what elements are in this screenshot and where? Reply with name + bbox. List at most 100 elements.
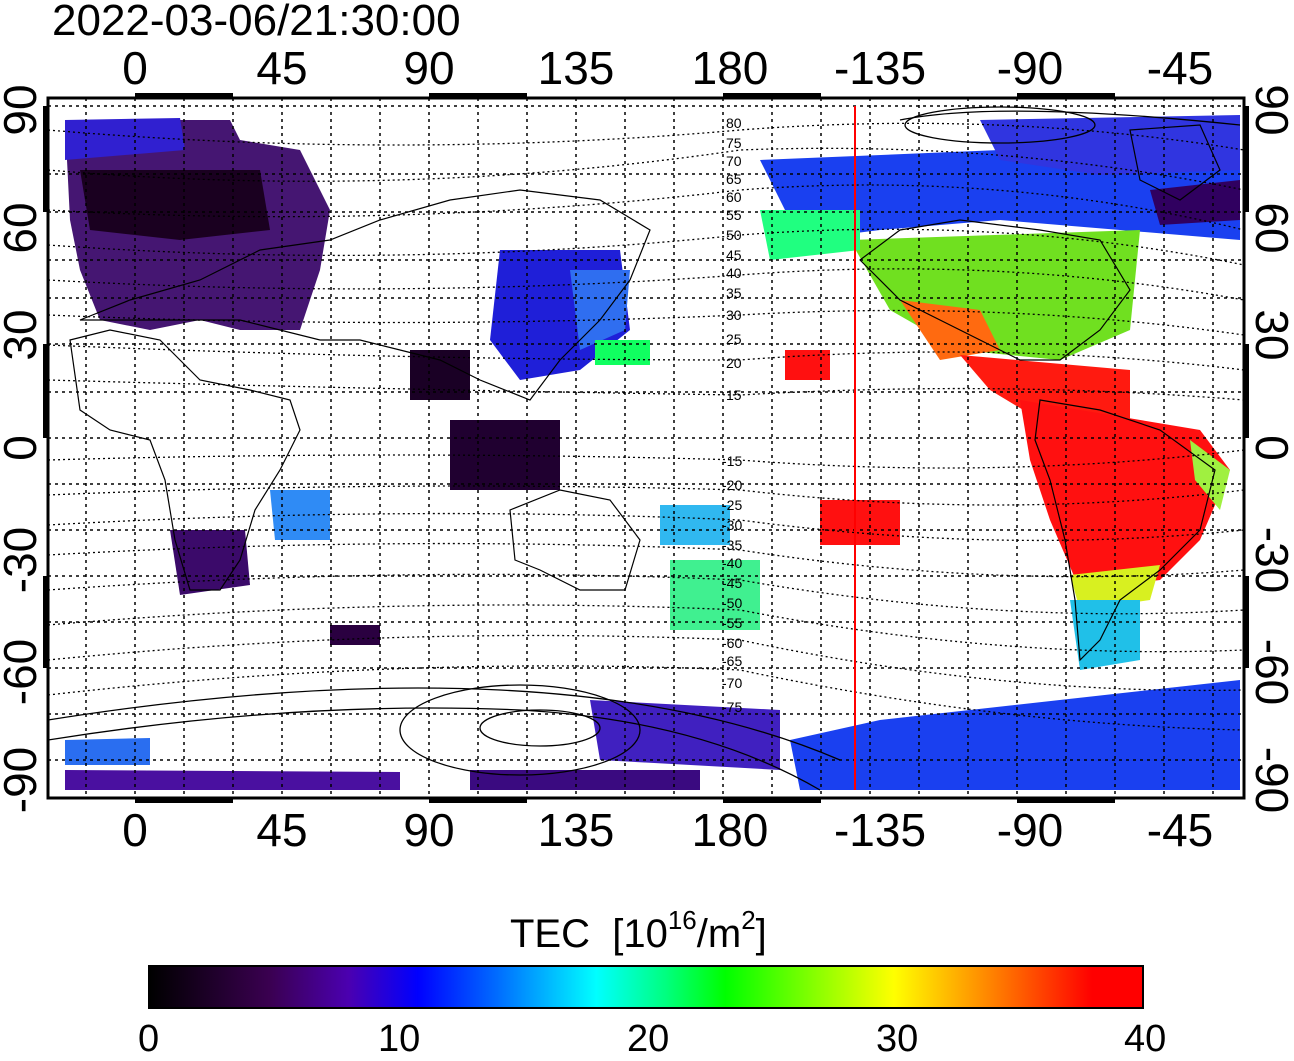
mag-lat-label: 25	[726, 331, 742, 347]
right-lat-label: 30	[1246, 309, 1294, 360]
tec-patch-africa-south	[170, 530, 250, 595]
colorbar-tick-label: 0	[138, 1018, 160, 1060]
left-lat-label: -30	[0, 527, 46, 593]
tec-patch-scandinavia-dark	[80, 170, 270, 240]
solid-contours	[48, 106, 1241, 791]
coast-africa	[69, 329, 301, 591]
right-lat-label: -30	[1246, 527, 1294, 593]
tec-patch-new-zealand	[670, 560, 760, 630]
colorbar-gradient	[148, 965, 1144, 1009]
mag-lat-label: -30	[722, 517, 742, 533]
bottom-lon-label: -90	[997, 804, 1063, 856]
left-lat-label: 60	[0, 202, 46, 253]
tec-patch-mexico-orange	[900, 300, 1000, 360]
coast-north-america	[859, 219, 1131, 361]
right-lat-label: 90	[1246, 84, 1294, 135]
mag-lat-label: -20	[722, 477, 742, 493]
bottom-lon-label: 180	[692, 804, 769, 856]
top-lon-label: 135	[538, 42, 615, 94]
coast-greenland	[1129, 124, 1221, 201]
left-lat-label: -60	[0, 639, 46, 705]
right-latitude-labels: 90 60 30 0 -30 -60 -90	[1246, 84, 1294, 813]
top-lon-label: -90	[997, 42, 1063, 94]
colorbar-unit-exponent: 16	[667, 905, 697, 935]
top-lon-label: -135	[834, 42, 926, 94]
tec-patch-greenland-dark	[1150, 180, 1240, 225]
right-lat-label: -60	[1246, 639, 1294, 705]
bottom-lon-label: -135	[834, 804, 926, 856]
mag-lat-label: -55	[722, 615, 742, 631]
tec-patch-hawaii	[785, 350, 830, 380]
coast-south-america	[1034, 399, 1216, 662]
left-lat-label: 90	[0, 84, 46, 135]
map-frame	[46, 96, 1246, 800]
tec-patch-se-asia-dark	[410, 350, 470, 400]
colorbar-unit-suffix: ]	[755, 912, 767, 956]
colorbar-tick-label: 40	[1124, 1018, 1167, 1060]
tec-patch-madagascar	[270, 490, 330, 540]
left-lat-label: 30	[0, 309, 46, 360]
mag-lat-label: 80	[726, 115, 742, 131]
magnetic-latitude-contours	[48, 122, 1244, 731]
mag-lat-label: 70	[726, 153, 742, 169]
top-lon-label: 45	[256, 42, 307, 94]
grid-lines	[48, 98, 1244, 798]
tec-patch-antarctic-west	[65, 738, 150, 765]
tec-patch-ne-asia-green	[595, 340, 650, 365]
timestamp-title: 2022-03-06/21:30:00	[52, 0, 461, 45]
bottom-lon-label: 90	[403, 804, 454, 856]
colorbar-tick-label: 10	[378, 1018, 421, 1060]
tec-data-layer	[65, 115, 1240, 790]
right-lat-label: 0	[1246, 435, 1294, 461]
colorbar-title-quantity: TEC	[510, 912, 590, 956]
bottom-lon-label: 0	[122, 804, 148, 856]
right-lat-label: -90	[1246, 747, 1294, 813]
tec-patch-south-america	[1020, 400, 1230, 590]
tec-patch-australia-east	[660, 505, 730, 545]
mag-lat-label: -40	[722, 555, 742, 571]
top-longitude-labels: 0 45 90 135 180 -135 -90 -45	[122, 42, 1213, 94]
tec-patch-brazil-edge	[1190, 440, 1230, 510]
mag-lat-label: 45	[726, 247, 742, 263]
coastlines	[69, 124, 1221, 662]
left-lat-label: 0	[0, 435, 46, 461]
mag-lat-label: -60	[722, 635, 742, 651]
colorbar-unit-exponent2: 2	[741, 905, 756, 935]
mag-lat-label: 40	[726, 265, 742, 281]
colorbar-unit-prefix: [10	[612, 912, 668, 956]
tec-world-map: 80 75 70 65 60 55 50 45 40 35 30 25 20 15 -15 -20 -25 -30…	[0, 42, 1294, 856]
mag-lat-label: 30	[726, 307, 742, 323]
mag-lat-label: -50	[722, 595, 742, 611]
frame-tick-bars	[43, 93, 1249, 803]
mag-lat-label: -45	[722, 575, 742, 591]
tec-patch-alaska-green	[760, 210, 860, 260]
coast-australia	[509, 489, 641, 591]
mag-lat-label: 55	[726, 207, 742, 223]
mag-lat-label: 65	[726, 171, 742, 187]
bottom-lon-label: 135	[538, 804, 615, 856]
tec-patch-antarctic-south2	[470, 770, 700, 790]
top-lon-label: 180	[692, 42, 769, 94]
mag-lat-label: 75	[726, 135, 742, 151]
tec-patch-greenland-blue	[980, 115, 1240, 175]
colorbar-unit-mid: /m	[696, 912, 742, 956]
top-lon-label: -45	[1147, 42, 1213, 94]
mag-lat-label: 15	[726, 387, 742, 403]
mag-lat-label: -25	[722, 497, 742, 513]
tec-patch-japan-lightblue	[570, 270, 630, 350]
colorbar-tick-label: 20	[627, 1018, 670, 1060]
tec-patch-south-indian	[330, 625, 380, 645]
colorbar-tick-label: 30	[876, 1018, 919, 1060]
mag-lat-label: -35	[722, 537, 742, 553]
top-lon-label: 0	[122, 42, 148, 94]
magnetic-latitude-labels: 80 75 70 65 60 55 50 45 40 35 30 25 20 15 -15 -20 -25 -30…	[722, 115, 742, 715]
top-lon-label: 90	[403, 42, 454, 94]
bottom-longitude-labels: 0 45 90 135 180 -135 -90 -45	[122, 804, 1213, 856]
coast-eurasia	[79, 189, 651, 401]
tec-patch-central-america	[960, 355, 1130, 420]
left-lat-label: -90	[0, 747, 46, 813]
mag-lat-label: -65	[722, 653, 742, 669]
mag-lat-label: -15	[722, 453, 742, 469]
tec-patch-south-pacific	[820, 500, 900, 545]
mag-lat-label: 20	[726, 355, 742, 371]
